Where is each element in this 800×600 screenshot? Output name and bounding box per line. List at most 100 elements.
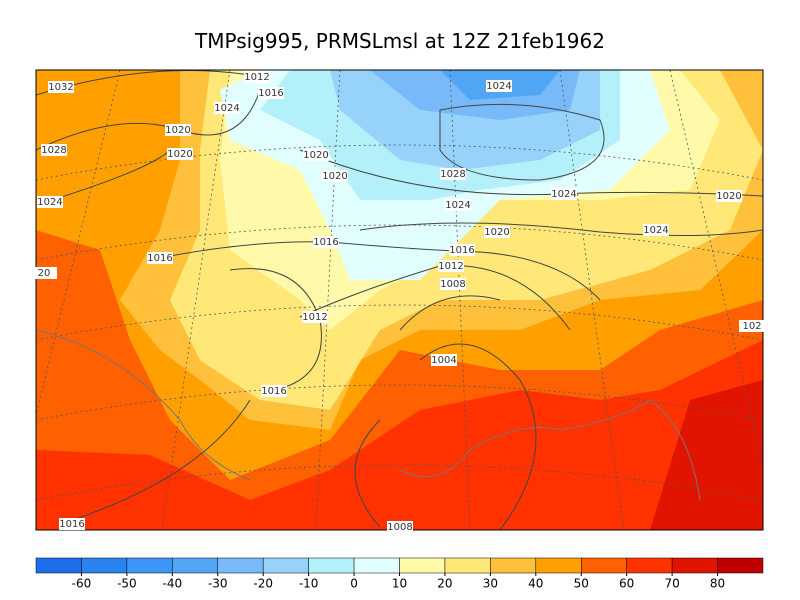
- colorbar-tick-label: -60: [72, 577, 92, 591]
- longitude-line: [449, 70, 471, 530]
- isobar-label: 1004: [431, 355, 456, 366]
- latitude-line: [36, 464, 763, 501]
- isobar-label-bg: [302, 311, 328, 323]
- isobar-label: 1024: [214, 103, 239, 114]
- isobar: [419, 343, 537, 530]
- isobar-label: 1024: [643, 225, 668, 236]
- coastline: [36, 329, 701, 501]
- isobar-label: 1028: [41, 145, 66, 156]
- isobar-label-bg: [258, 87, 284, 99]
- isobar-label: 1012: [438, 261, 463, 272]
- isobar-label-bg: [445, 199, 471, 211]
- colorbar-bin: [399, 557, 446, 574]
- isobar-label-bg: [59, 518, 85, 530]
- colorbar-tick-label: 50: [574, 577, 589, 591]
- isobar-label-bg: [147, 252, 173, 264]
- isobar: [159, 241, 601, 301]
- isobar-label: 1012: [244, 72, 269, 83]
- isobar-label: 1032: [48, 82, 73, 93]
- isobar-label-bg: [313, 236, 339, 248]
- colorbar-tick-label: -40: [163, 577, 183, 591]
- isobar-label-bg: [41, 144, 67, 156]
- colorbar-bin: [444, 557, 491, 574]
- colorbar-bin: [581, 557, 627, 574]
- longitude-line: [315, 70, 341, 530]
- isobar-label: 1020: [322, 171, 347, 182]
- colorbar-tick-label: 30: [483, 577, 498, 591]
- isobar-label-bg: [214, 102, 240, 114]
- colorbar-bin: [308, 557, 355, 574]
- isobar-label-bg: [484, 226, 510, 238]
- isobar-label: 102: [742, 321, 761, 332]
- colorbar-bin: [35, 557, 82, 574]
- colorbar-tick-label: 80: [710, 577, 725, 591]
- isobar-label-bg: [48, 81, 74, 93]
- longitude-line: [36, 70, 121, 417]
- isobar: [439, 103, 605, 181]
- isobar: [354, 419, 381, 528]
- isobar-label: 1016: [313, 237, 338, 248]
- latitude-line: [36, 384, 763, 421]
- isobar: [59, 399, 251, 525]
- isobar-label: 1024: [551, 189, 576, 200]
- colorbar-bin: [126, 557, 173, 574]
- colorbar-tick-label: 20: [437, 577, 452, 591]
- isobar-label-bg: [431, 354, 457, 366]
- colorbar-bin: [671, 557, 718, 574]
- isobar-label-bg: [440, 168, 466, 180]
- isobar-label-bg: [551, 188, 577, 200]
- isobar-label-bg: [37, 196, 63, 208]
- isobar-label-bg: [643, 224, 669, 236]
- isobar-label-bg: [449, 244, 475, 256]
- isobar-label: 1020: [165, 125, 190, 136]
- isobar: [399, 295, 501, 331]
- longitude-line: [669, 70, 763, 468]
- isobar-label-bg: [261, 385, 287, 397]
- isobar-label: 1016: [59, 519, 84, 530]
- isobar-label-bg: [303, 149, 329, 161]
- isobar-label: 1024: [37, 197, 62, 208]
- colorbar-bin: [490, 557, 537, 574]
- colorbar-tick-label: 60: [619, 577, 634, 591]
- isobar-label-bg: [165, 124, 191, 136]
- colorbar-bin: [626, 557, 673, 574]
- isobar-label-bg: [716, 190, 742, 202]
- isobar-label: 1016: [261, 386, 286, 397]
- latitude-line: [36, 304, 763, 341]
- isobar-label: 1020: [303, 150, 328, 161]
- colorbar-tick-label: 70: [664, 577, 679, 591]
- isobar-label: 1024: [486, 81, 511, 92]
- colorbar-tick-label: 10: [392, 577, 407, 591]
- isobar-label-bg: [387, 521, 413, 533]
- colorbar-bin: [353, 557, 400, 574]
- isobar-label: 1008: [387, 522, 412, 533]
- isobar-label: 1008: [440, 279, 465, 290]
- isobar-label-bg: [438, 260, 464, 272]
- colorbar-bin: [81, 557, 128, 574]
- isobar-label: 20: [38, 268, 51, 279]
- colorbar: -60 -50 -40 -30 -20 -10 0 10 20 30 40 50 60 70 80: [35, 557, 764, 591]
- colorbar-tick-label: -20: [253, 577, 273, 591]
- isobar-label-bg: [244, 71, 270, 83]
- colorbar-bin: [172, 557, 218, 574]
- isobar-label: 1016: [449, 245, 474, 256]
- isobar-label-bg: [31, 267, 57, 279]
- colorbar-tick-label: 40: [528, 577, 543, 591]
- temperature-region: [650, 380, 763, 530]
- isobar-label: 1024: [445, 200, 470, 211]
- isobar-label-bg: [486, 80, 512, 92]
- colorbar-bin: [217, 557, 264, 574]
- isobar-label: 1016: [258, 88, 283, 99]
- isobar-label-bg: [739, 320, 765, 332]
- isobar-label-bg: [322, 170, 348, 182]
- isobar-label: 1012: [302, 312, 327, 323]
- isobar-label: 1020: [716, 191, 741, 202]
- isobar-label: 1020: [167, 149, 192, 160]
- isobar-label: 1020: [484, 227, 509, 238]
- isobar-label-bg: [167, 148, 193, 160]
- isobar-labels: 1032 1012 1016 1024 1024 1020 1028 1020 1020 1020…: [31, 71, 765, 533]
- colorbar-tick-label: -50: [117, 577, 137, 591]
- colorbar-tick-label: -30: [208, 577, 228, 591]
- isobar-label: 1028: [440, 169, 465, 180]
